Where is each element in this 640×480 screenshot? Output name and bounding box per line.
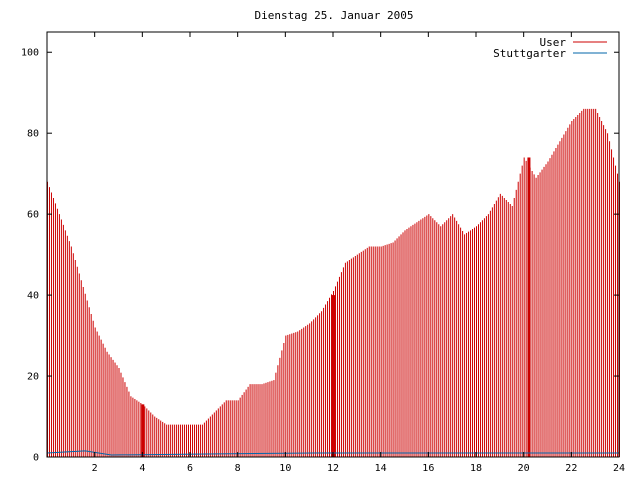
bars-user [47, 108, 620, 457]
x-tick-label: 20 [518, 463, 530, 474]
legend-label-user: User [540, 36, 567, 49]
y-tick-label: 80 [27, 129, 39, 140]
chart-title: Dienstag 25. Januar 2005 [255, 9, 414, 22]
y-tick-label: 60 [27, 210, 39, 221]
x-tick-label: 6 [187, 463, 193, 474]
y-tick-label: 100 [21, 48, 39, 59]
series-line-stuttgarter [46, 450, 619, 456]
legend-label-stuttgarter: Stuttgarter [493, 47, 566, 60]
y-tick-label: 40 [27, 291, 39, 302]
x-tick-label: 8 [235, 463, 241, 474]
x-tick-label: 2 [92, 463, 98, 474]
x-axis: 2 4 6 8 10 12 14 16 18 20 22 24 [92, 32, 625, 474]
y-axis: 0 20 40 60 80 100 [21, 48, 619, 464]
x-tick-label: 14 [375, 463, 387, 474]
x-tick-label: 10 [279, 463, 291, 474]
legend: User Stuttgarter [493, 36, 607, 60]
bar-user-highlight [527, 157, 531, 457]
x-tick-label: 22 [565, 463, 577, 474]
x-tick-label: 4 [139, 463, 145, 474]
bars-user-highlight [141, 157, 531, 457]
x-tick-label: 18 [470, 463, 482, 474]
y-tick-label: 0 [33, 453, 39, 464]
x-tick-label: 24 [613, 463, 625, 474]
x-tick-label: 12 [327, 463, 339, 474]
x-tick-label: 16 [422, 463, 434, 474]
y-tick-label: 20 [27, 372, 39, 383]
bar-user-highlight [141, 404, 145, 457]
bar-user-highlight [332, 295, 335, 457]
